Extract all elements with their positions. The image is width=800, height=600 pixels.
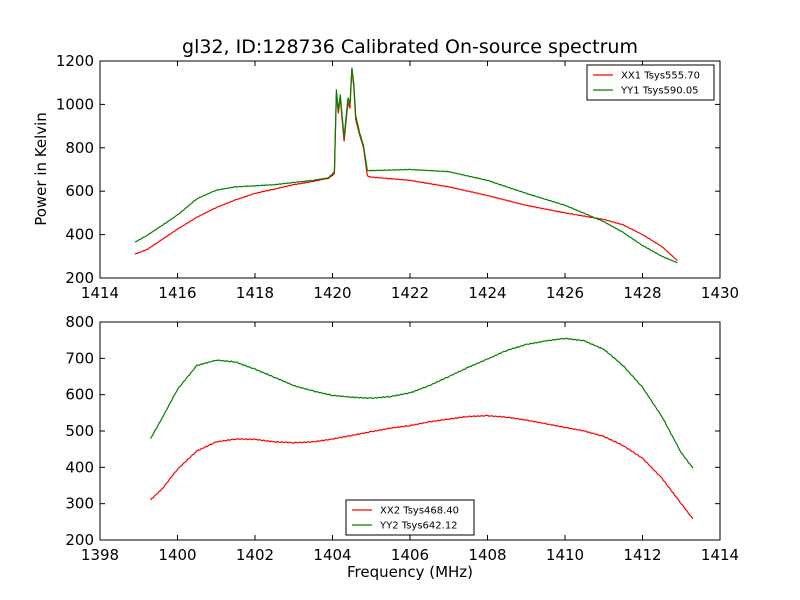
bottom-x-tick-label: 1408: [468, 546, 506, 564]
top-x-tick-label: 1424: [468, 284, 506, 302]
bottom-x-tick-label: 1414: [701, 546, 739, 564]
top-legend-label-1: XX1 Tsys555.70: [621, 71, 700, 82]
top-y-tick-label: 200: [65, 269, 94, 287]
bottom-legend: XX2 Tsys468.40 YY2 Tsys642.12: [345, 499, 475, 536]
bottom-y-tick-label: 400: [65, 458, 94, 476]
top-x-tick-label: 1416: [158, 284, 196, 302]
top-x-tick-label: 1414: [81, 284, 119, 302]
top-series-line-2: [134, 67, 678, 264]
top-x-tick-label: 1418: [236, 284, 274, 302]
bottom-x-tick-label: 1402: [236, 546, 274, 564]
bottom-series-line-1: [149, 414, 694, 520]
top-series-line-1: [134, 69, 678, 262]
bottom-y-tick-label: 200: [65, 531, 94, 549]
bottom-x-tick-label: 1410: [546, 546, 584, 564]
bottom-y-tick-label: 800: [65, 313, 94, 331]
bottom-series-line-2: [149, 337, 694, 469]
top-x-tick-label: 1426: [546, 284, 584, 302]
bottom-legend-label-1: XX2 Tsys468.40: [380, 506, 459, 517]
bottom-x-tick-label: 1404: [313, 546, 351, 564]
bottom-x-tick-label: 1406: [391, 546, 429, 564]
bottom-x-tick-label: 1398: [81, 546, 119, 564]
top-panel: 1414 1416 1418 1420 1422 1424 1426 1428 1430 200 4…: [56, 52, 739, 302]
top-x-tick-label: 1428: [623, 284, 661, 302]
bottom-x-tick-label: 1400: [158, 546, 196, 564]
top-y-tick-label: 800: [65, 139, 94, 157]
bottom-y-tick-label: 600: [65, 386, 94, 404]
bottom-x-tick-label: 1412: [623, 546, 661, 564]
chart-title: gl32, ID:128736 Calibrated On-source spe…: [182, 36, 638, 58]
bottom-y-tick-label: 300: [65, 495, 94, 513]
top-x-tick-label: 1420: [313, 284, 351, 302]
top-y-tick-label: 600: [65, 182, 94, 200]
top-x-tick-label: 1422: [391, 284, 429, 302]
bottom-panel: 1398 1400 1402 1404 1406 1408 1410 1412 1414 200 3…: [65, 313, 739, 564]
top-y-tick-label: 1200: [56, 52, 94, 70]
x-axis-label: Frequency (MHz): [347, 563, 473, 581]
bottom-legend-label-2: YY2 Tsys642.12: [379, 521, 458, 532]
bottom-y-tick-label: 700: [65, 349, 94, 367]
top-y-tick-label: 1000: [56, 95, 94, 113]
y-axis-label: Power in Kelvin: [32, 112, 50, 226]
top-legend-box: [586, 64, 715, 101]
bottom-y-tick-label: 500: [65, 422, 94, 440]
top-legend-label-2: YY1 Tsys590.05: [620, 86, 699, 97]
top-x-tick-label: 1430: [701, 284, 739, 302]
top-y-tick-label: 400: [65, 226, 94, 244]
top-legend: XX1 Tsys555.70 YY1 Tsys590.05: [586, 64, 715, 101]
bottom-legend-box: [345, 499, 475, 536]
